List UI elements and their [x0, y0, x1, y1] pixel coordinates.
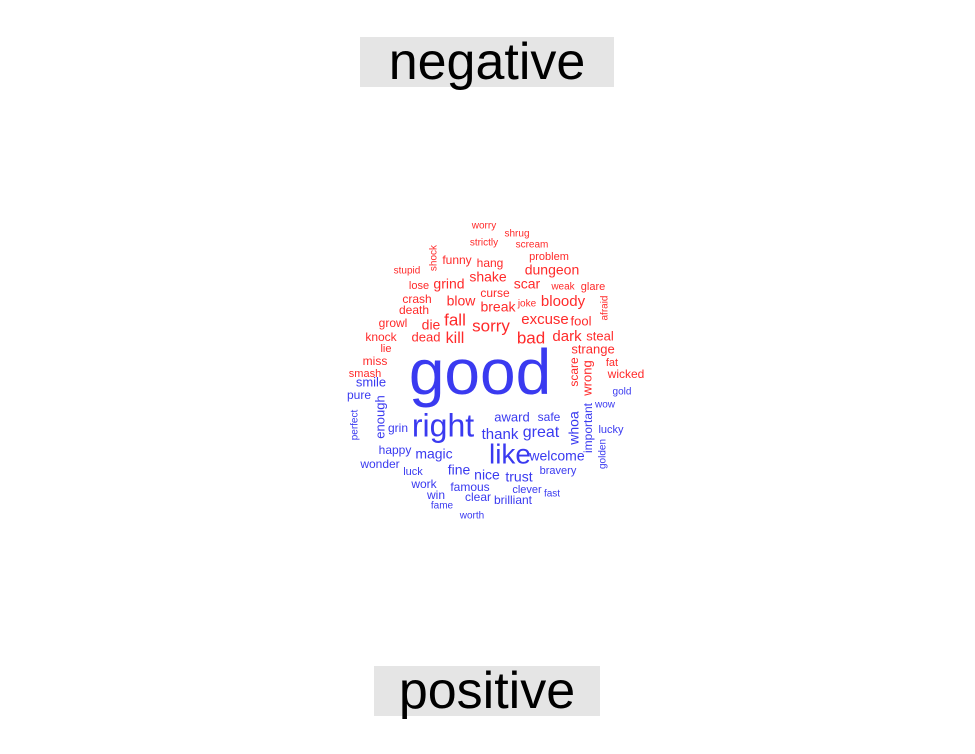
- word-negative-crash: crash: [402, 292, 431, 306]
- word-negative-fall: fall: [444, 310, 466, 329]
- word-negative-bloody: bloody: [541, 293, 586, 310]
- word-negative-shake: shake: [469, 269, 507, 285]
- word-positive-whoa: whoa: [566, 411, 582, 446]
- word-negative-worry: worry: [471, 221, 496, 232]
- word-negative-joke: joke: [517, 299, 537, 310]
- word-positive-bravery: bravery: [540, 465, 577, 477]
- word-positive-perfect: perfect: [350, 409, 361, 440]
- word-positive-welcome: welcome: [528, 448, 584, 464]
- word-positive-like: like: [489, 438, 531, 469]
- word-negative-steal: steal: [586, 328, 614, 343]
- word-positive-award: award: [494, 409, 529, 424]
- word-negative-blow: blow: [447, 293, 477, 309]
- word-negative-excuse: excuse: [521, 311, 569, 328]
- word-positive-win: win: [426, 488, 445, 502]
- word-negative-lie: lie: [380, 343, 391, 355]
- label-positive: positive: [374, 665, 600, 717]
- word-negative-scare: scare: [567, 357, 581, 387]
- word-positive-wonder: wonder: [359, 457, 399, 471]
- word-negative-stupid: stupid: [394, 266, 421, 277]
- word-negative-knock: knock: [365, 330, 397, 344]
- word-positive-fame: fame: [431, 501, 454, 512]
- word-negative-wrong: wrong: [579, 360, 594, 396]
- word-positive-brilliant: brilliant: [494, 493, 533, 507]
- word-positive-nice: nice: [474, 467, 500, 483]
- word-negative-scar: scar: [514, 276, 541, 292]
- word-negative-weak: weak: [550, 282, 575, 293]
- word-positive-golden: golden: [598, 439, 609, 469]
- word-positive-good: good: [409, 336, 551, 408]
- word-negative-strictly: strictly: [470, 238, 498, 249]
- word-positive-worth: worth: [459, 511, 484, 522]
- word-negative-problem: problem: [529, 251, 569, 263]
- word-positive-gold: gold: [613, 387, 632, 398]
- word-negative-sorry: sorry: [472, 316, 510, 335]
- word-positive-clever: clever: [512, 484, 542, 496]
- word-positive-magic: magic: [415, 446, 452, 462]
- word-positive-important: important: [581, 402, 595, 453]
- word-positive-smile: smile: [356, 374, 386, 389]
- word-negative-shock: shock: [429, 244, 440, 271]
- label-negative: negative: [360, 36, 614, 88]
- word-positive-happy: happy: [379, 443, 412, 457]
- word-positive-work: work: [410, 477, 437, 491]
- word-positive-clear: clear: [465, 490, 491, 504]
- word-negative-smash: smash: [349, 368, 381, 380]
- word-negative-wicked: wicked: [607, 367, 645, 381]
- word-negative-fool: fool: [571, 313, 592, 328]
- word-positive-safe: safe: [538, 410, 561, 424]
- word-negative-shrug: shrug: [504, 229, 529, 240]
- word-negative-funny: funny: [442, 253, 471, 267]
- word-positive-right: right: [412, 407, 474, 443]
- word-positive-great: great: [523, 424, 560, 441]
- word-positive-grin: grin: [388, 421, 408, 435]
- word-positive-wow: wow: [594, 400, 616, 411]
- word-negative-growl: growl: [379, 316, 408, 330]
- word-positive-trust: trust: [505, 469, 532, 485]
- word-positive-fine: fine: [448, 462, 471, 478]
- word-negative-dead: dead: [412, 329, 441, 344]
- word-positive-luck: luck: [403, 466, 423, 478]
- word-negative-afraid: afraid: [600, 295, 611, 320]
- word-positive-enough: enough: [372, 395, 387, 438]
- word-negative-dark: dark: [552, 328, 582, 345]
- word-negative-kill: kill: [446, 330, 465, 347]
- word-negative-break: break: [480, 299, 516, 315]
- word-negative-hang: hang: [477, 256, 504, 270]
- word-positive-fast: fast: [544, 489, 560, 500]
- word-negative-grind: grind: [433, 276, 464, 292]
- word-negative-miss: miss: [363, 354, 388, 368]
- word-positive-pure: pure: [347, 388, 371, 402]
- word-positive-famous: famous: [450, 480, 489, 494]
- word-negative-fat: fat: [606, 357, 618, 369]
- word-negative-die: die: [422, 317, 441, 333]
- word-negative-death: death: [399, 303, 429, 317]
- word-negative-glare: glare: [581, 281, 605, 293]
- word-negative-strange: strange: [571, 341, 614, 356]
- word-negative-bad: bad: [517, 328, 545, 347]
- word-negative-lose: lose: [409, 280, 429, 292]
- word-positive-lucky: lucky: [598, 424, 624, 436]
- word-negative-scream: scream: [516, 240, 549, 251]
- word-negative-curse: curse: [480, 286, 510, 300]
- word-positive-thank: thank: [482, 426, 519, 443]
- word-negative-dungeon: dungeon: [525, 262, 580, 278]
